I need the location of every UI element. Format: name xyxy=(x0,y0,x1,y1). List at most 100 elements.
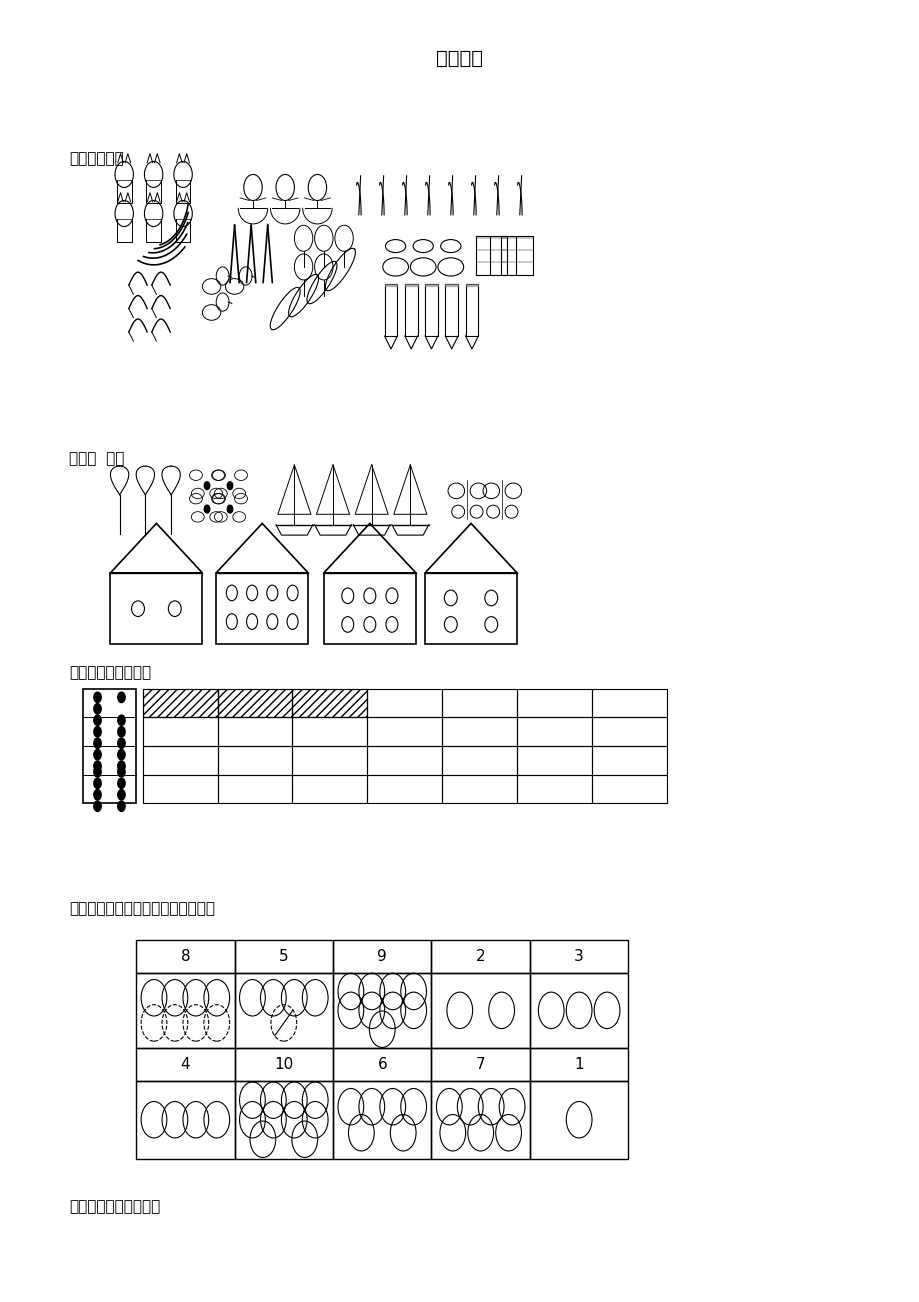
Bar xyxy=(516,746,592,775)
Polygon shape xyxy=(410,465,426,514)
Polygon shape xyxy=(384,284,397,286)
Bar xyxy=(442,775,516,803)
Circle shape xyxy=(94,750,101,760)
Text: 6: 6 xyxy=(377,1057,387,1072)
Circle shape xyxy=(94,715,101,725)
Bar xyxy=(592,746,666,775)
Circle shape xyxy=(118,750,125,760)
Bar xyxy=(136,1081,234,1159)
Circle shape xyxy=(94,727,101,737)
Circle shape xyxy=(118,789,125,799)
Bar xyxy=(442,689,516,717)
Bar xyxy=(333,1048,431,1081)
Circle shape xyxy=(204,482,210,490)
Bar xyxy=(445,284,458,336)
Bar xyxy=(442,746,516,775)
Bar xyxy=(404,284,417,336)
Polygon shape xyxy=(371,465,388,514)
Bar xyxy=(431,1081,529,1159)
Bar xyxy=(333,1081,431,1159)
Text: 一、找朋友。: 一、找朋友。 xyxy=(69,151,124,167)
Bar xyxy=(136,1048,234,1081)
Text: 2: 2 xyxy=(475,949,485,963)
Circle shape xyxy=(94,779,101,789)
Bar xyxy=(592,775,666,803)
Text: 5: 5 xyxy=(278,949,289,963)
Circle shape xyxy=(94,738,101,749)
Bar xyxy=(217,689,292,717)
Circle shape xyxy=(118,693,125,703)
Circle shape xyxy=(227,482,233,490)
Bar xyxy=(384,284,397,336)
Bar xyxy=(234,1081,333,1159)
Bar xyxy=(501,236,532,275)
Bar xyxy=(142,689,217,717)
Text: 7: 7 xyxy=(475,1057,485,1072)
Text: 8: 8 xyxy=(180,949,190,963)
Polygon shape xyxy=(333,465,349,514)
Circle shape xyxy=(118,738,125,749)
Bar xyxy=(110,573,202,644)
Text: 3: 3 xyxy=(573,949,584,963)
Bar xyxy=(367,717,442,746)
Bar xyxy=(136,973,234,1048)
Polygon shape xyxy=(425,284,437,286)
Circle shape xyxy=(94,801,101,811)
Circle shape xyxy=(94,789,101,799)
Text: 四、看上面的数，画一画，划一划。: 四、看上面的数，画一画，划一划。 xyxy=(69,901,215,917)
Circle shape xyxy=(94,767,101,777)
Circle shape xyxy=(118,760,125,771)
Bar xyxy=(216,573,308,644)
Bar xyxy=(234,973,333,1048)
Polygon shape xyxy=(393,465,410,514)
Bar xyxy=(136,940,234,973)
Bar xyxy=(425,284,437,336)
Bar xyxy=(217,746,292,775)
Polygon shape xyxy=(294,465,311,514)
Bar xyxy=(333,973,431,1048)
Bar xyxy=(529,1081,628,1159)
Text: 10: 10 xyxy=(274,1057,293,1072)
Bar xyxy=(333,940,431,973)
Circle shape xyxy=(118,767,125,777)
Polygon shape xyxy=(465,284,478,286)
Circle shape xyxy=(94,703,101,713)
Bar xyxy=(529,973,628,1048)
Bar xyxy=(234,1048,333,1081)
Bar xyxy=(592,689,666,717)
Bar xyxy=(431,973,529,1048)
Bar xyxy=(217,775,292,803)
Bar xyxy=(292,746,367,775)
Bar xyxy=(465,284,478,336)
Text: 4: 4 xyxy=(180,1057,190,1072)
Bar xyxy=(83,689,136,803)
Bar xyxy=(516,689,592,717)
Bar xyxy=(142,689,217,717)
Bar xyxy=(142,746,217,775)
Circle shape xyxy=(118,727,125,737)
Bar xyxy=(292,689,367,717)
Polygon shape xyxy=(404,284,417,286)
Text: 二、回  家。: 二、回 家。 xyxy=(69,450,124,466)
Bar xyxy=(516,775,592,803)
Bar xyxy=(142,717,217,746)
Text: 五、数一数，圈一圈。: 五、数一数，圈一圈。 xyxy=(69,1199,160,1215)
Bar xyxy=(217,717,292,746)
Bar xyxy=(367,746,442,775)
Bar xyxy=(529,940,628,973)
Bar xyxy=(425,573,516,644)
Bar xyxy=(475,236,506,275)
Polygon shape xyxy=(445,284,458,286)
Polygon shape xyxy=(316,465,333,514)
Bar xyxy=(234,940,333,973)
Bar xyxy=(516,717,592,746)
Polygon shape xyxy=(355,465,371,514)
Polygon shape xyxy=(278,465,294,514)
Bar xyxy=(323,573,415,644)
Bar xyxy=(431,1048,529,1081)
Circle shape xyxy=(204,505,210,513)
Bar xyxy=(292,775,367,803)
Bar xyxy=(442,717,516,746)
Text: 1: 1 xyxy=(573,1057,584,1072)
Bar xyxy=(142,775,217,803)
